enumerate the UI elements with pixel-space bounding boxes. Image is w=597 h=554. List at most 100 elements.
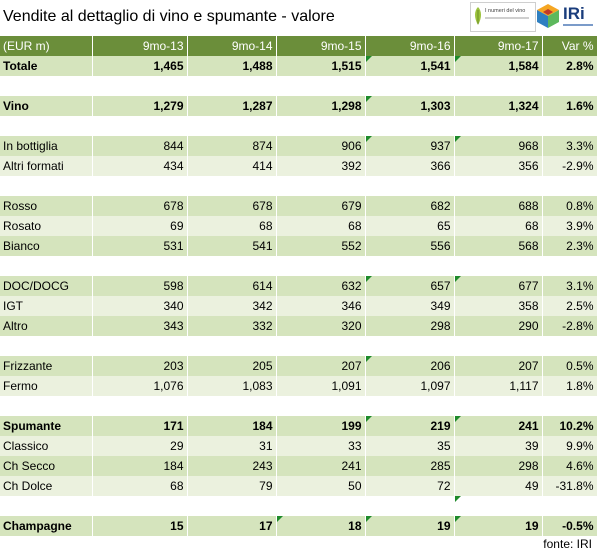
table-cell: 2.3%: [542, 236, 597, 256]
table-cell: [454, 176, 543, 196]
leaf-icon: [475, 7, 481, 25]
table-cell: 434: [92, 156, 188, 176]
table-cell: 3.9%: [542, 216, 597, 236]
table-cell: 343: [92, 316, 188, 336]
table-cell: 598: [92, 276, 188, 296]
table-cell: 678: [92, 196, 188, 216]
numeri-del-vino-logo: I numeri del vino: [470, 2, 536, 32]
table-title: Vendite al dettaglio di vino e spumante …: [3, 8, 335, 25]
table-cell: [454, 336, 543, 356]
table-cell: [187, 396, 277, 416]
spacer-row: [0, 116, 597, 136]
table-cell: [365, 496, 455, 516]
table-cell: [187, 336, 277, 356]
table-cell: 50: [276, 476, 366, 496]
table-cell: 10.2%: [542, 416, 597, 436]
table-row: Rosato 69 68 68 65 68 3.9%: [0, 216, 597, 236]
table-cell: 298: [454, 456, 543, 476]
table-cell: 1.8%: [542, 376, 597, 396]
table-cell: 1,287: [187, 96, 277, 116]
table-cell: 3.1%: [542, 276, 597, 296]
table-row: Bianco 531 541 552 556 568 2.3%: [0, 236, 597, 256]
table-cell: [187, 176, 277, 196]
table-cell: 290: [454, 316, 543, 336]
table-row: Champagne 15 17 18 19 19 -0.5%: [0, 516, 597, 536]
header-cell-9mo-15: 9mo-15: [276, 36, 366, 56]
table-cell: 614: [187, 276, 277, 296]
table-cell: -0.5%: [542, 516, 597, 536]
row-label: [0, 116, 93, 136]
table-cell: 2.5%: [542, 296, 597, 316]
header-cell-9mo-16: 9mo-16: [365, 36, 455, 56]
table-cell: 72: [365, 476, 455, 496]
table-row: Fermo 1,076 1,083 1,091 1,097 1,117 1.8%: [0, 376, 597, 396]
table-cell: [365, 76, 455, 96]
table-cell: [92, 176, 188, 196]
table-cell: 874: [187, 136, 277, 156]
table-cell: [454, 256, 543, 276]
row-label: Altro: [0, 316, 93, 336]
table-cell: 17: [187, 516, 277, 536]
table-cell: [92, 76, 188, 96]
table-cell: 541: [187, 236, 277, 256]
table-cell: [542, 336, 597, 356]
header-row: (EUR m) 9mo-13 9mo-14 9mo-15 9mo-16 9mo-…: [0, 36, 597, 56]
row-label: Altri formati: [0, 156, 93, 176]
table-cell: 937: [365, 136, 455, 156]
row-label: [0, 176, 93, 196]
table-cell: [542, 496, 597, 516]
table-cell: 19: [365, 516, 455, 536]
table-cell: 332: [187, 316, 277, 336]
table-cell: 531: [92, 236, 188, 256]
row-label: Totale: [0, 56, 93, 76]
table-cell: [454, 396, 543, 416]
spacer-row: [0, 176, 597, 196]
spacer-row: [0, 396, 597, 416]
table-cell: -2.8%: [542, 316, 597, 336]
row-label: [0, 76, 93, 96]
table-cell: [92, 496, 188, 516]
table-cell: 4.6%: [542, 456, 597, 476]
table-cell: 0.8%: [542, 196, 597, 216]
table-cell: [365, 336, 455, 356]
table-row: Classico 29 31 33 35 39 9.9%: [0, 436, 597, 456]
source-note: fonte: IRI: [543, 537, 592, 551]
table-cell: 682: [365, 196, 455, 216]
row-label: Rosso: [0, 196, 93, 216]
table-cell: [92, 116, 188, 136]
header-cell-9mo-17: 9mo-17: [454, 36, 543, 56]
table-row: Ch Dolce 68 79 50 72 49 -31.8%: [0, 476, 597, 496]
table-cell: 68: [92, 476, 188, 496]
table-cell: [276, 336, 366, 356]
table-cell: 3.3%: [542, 136, 597, 156]
table-cell: 68: [187, 216, 277, 236]
row-label: Spumante: [0, 416, 93, 436]
table-cell: 1,279: [92, 96, 188, 116]
data-table: (EUR m) 9mo-13 9mo-14 9mo-15 9mo-16 9mo-…: [0, 36, 597, 536]
table-cell: [187, 116, 277, 136]
table-cell: 219: [365, 416, 455, 436]
row-label: In bottiglia: [0, 136, 93, 156]
table-cell: [187, 496, 277, 516]
table-cell: [454, 76, 543, 96]
table-cell: 0.5%: [542, 356, 597, 376]
table-cell: [187, 256, 277, 276]
table-cell: 552: [276, 236, 366, 256]
table-cell: 1,091: [276, 376, 366, 396]
table-cell: 1.6%: [542, 96, 597, 116]
table-cell: 2.8%: [542, 56, 597, 76]
row-label: DOC/DOCG: [0, 276, 93, 296]
row-label: Rosato: [0, 216, 93, 236]
table-cell: 65: [365, 216, 455, 236]
logo-subline: [485, 17, 529, 19]
table-cell: 414: [187, 156, 277, 176]
table-cell: 69: [92, 216, 188, 236]
header-cell-9mo-13: 9mo-13: [92, 36, 188, 56]
table-cell: 33: [276, 436, 366, 456]
table-row: Vino 1,279 1,287 1,298 1,303 1,324 1.6%: [0, 96, 597, 116]
table-cell: 346: [276, 296, 366, 316]
table-cell: 392: [276, 156, 366, 176]
table-cell: 688: [454, 196, 543, 216]
table-cell: 241: [454, 416, 543, 436]
table-body: (EUR m) 9mo-13 9mo-14 9mo-15 9mo-16 9mo-…: [0, 36, 597, 536]
